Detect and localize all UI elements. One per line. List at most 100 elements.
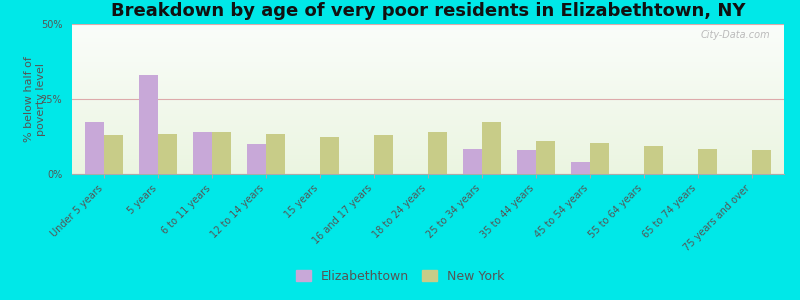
- Bar: [72, 54, 784, 56]
- Bar: [72, 124, 784, 126]
- Bar: [72, 57, 784, 58]
- Bar: [72, 69, 784, 70]
- Text: City-Data.com: City-Data.com: [700, 30, 770, 40]
- Bar: [194, 132, 212, 174]
- Bar: [571, 162, 590, 174]
- Bar: [72, 136, 784, 138]
- Bar: [72, 114, 784, 116]
- Bar: [266, 134, 285, 174]
- Bar: [72, 129, 784, 130]
- Bar: [72, 66, 784, 68]
- Bar: [72, 171, 784, 172]
- Bar: [72, 45, 784, 46]
- Bar: [72, 39, 784, 40]
- Bar: [72, 50, 784, 51]
- Bar: [72, 36, 784, 38]
- Bar: [72, 138, 784, 140]
- Bar: [72, 81, 784, 82]
- Bar: [72, 63, 784, 64]
- Bar: [72, 144, 784, 146]
- Bar: [72, 46, 784, 48]
- Bar: [72, 99, 784, 100]
- Bar: [72, 160, 784, 162]
- Bar: [72, 33, 784, 34]
- Bar: [72, 40, 784, 42]
- Bar: [72, 61, 784, 63]
- Bar: [72, 108, 784, 110]
- Bar: [72, 80, 784, 81]
- Bar: [72, 172, 784, 174]
- Bar: [72, 103, 784, 105]
- Bar: [72, 117, 784, 118]
- Legend: Elizabethtown, New York: Elizabethtown, New York: [291, 265, 509, 288]
- Bar: [72, 153, 784, 154]
- Bar: [72, 154, 784, 156]
- Bar: [72, 38, 784, 39]
- Bar: [72, 168, 784, 170]
- Bar: [72, 140, 784, 141]
- Bar: [72, 120, 784, 122]
- Bar: [72, 92, 784, 93]
- Bar: [72, 100, 784, 102]
- Bar: [72, 165, 784, 166]
- Bar: [72, 96, 784, 98]
- Bar: [72, 44, 784, 45]
- Bar: [72, 164, 784, 165]
- Bar: [72, 142, 784, 144]
- Bar: [72, 64, 784, 66]
- Bar: [72, 90, 784, 92]
- Bar: [72, 148, 784, 150]
- Bar: [72, 30, 784, 31]
- Bar: [86, 122, 104, 174]
- Bar: [72, 84, 784, 86]
- Bar: [72, 152, 784, 153]
- Bar: [72, 52, 784, 54]
- Bar: [72, 74, 784, 75]
- Bar: [72, 122, 784, 123]
- Bar: [72, 116, 784, 117]
- Y-axis label: % below half of
poverty level: % below half of poverty level: [24, 56, 46, 142]
- Bar: [590, 142, 609, 174]
- Bar: [517, 150, 536, 174]
- Bar: [72, 76, 784, 78]
- Bar: [72, 111, 784, 112]
- Bar: [72, 42, 784, 44]
- Bar: [72, 26, 784, 27]
- Bar: [72, 146, 784, 147]
- Bar: [72, 56, 784, 57]
- Bar: [72, 132, 784, 134]
- Bar: [698, 148, 717, 174]
- Bar: [158, 134, 177, 174]
- Bar: [72, 70, 784, 72]
- Bar: [72, 112, 784, 114]
- Bar: [72, 141, 784, 142]
- Bar: [72, 105, 784, 106]
- Bar: [72, 162, 784, 164]
- Bar: [72, 24, 784, 26]
- Bar: [320, 136, 339, 174]
- Bar: [72, 118, 784, 120]
- Bar: [374, 135, 393, 174]
- Bar: [72, 75, 784, 76]
- Bar: [72, 85, 784, 87]
- Bar: [72, 68, 784, 69]
- Bar: [72, 58, 784, 60]
- Bar: [72, 94, 784, 96]
- Title: Breakdown by age of very poor residents in Elizabethtown, NY: Breakdown by age of very poor residents …: [110, 2, 746, 20]
- Bar: [72, 134, 784, 135]
- Bar: [72, 156, 784, 158]
- Bar: [72, 128, 784, 129]
- Bar: [72, 32, 784, 33]
- Bar: [72, 126, 784, 128]
- Bar: [72, 27, 784, 28]
- Bar: [72, 48, 784, 50]
- Bar: [644, 146, 662, 174]
- Bar: [72, 34, 784, 36]
- Bar: [428, 132, 447, 174]
- Bar: [72, 158, 784, 159]
- Bar: [72, 159, 784, 160]
- Bar: [72, 78, 784, 80]
- Bar: [212, 132, 231, 174]
- Bar: [72, 98, 784, 99]
- Bar: [72, 60, 784, 61]
